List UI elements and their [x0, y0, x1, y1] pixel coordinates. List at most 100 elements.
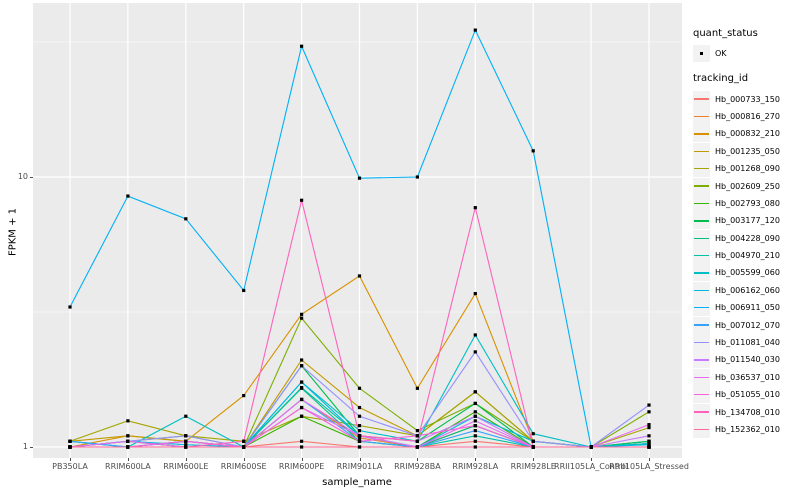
data-point [647, 403, 651, 407]
legend-line-icon [694, 341, 709, 344]
data-point [300, 405, 304, 410]
data-point [184, 414, 188, 418]
x-tick-label-RRIM600SE: RRIM600SE [220, 462, 267, 471]
legend-line-icon [694, 220, 709, 222]
legend-item-Hb_006911_050: Hb_006911_050 [693, 299, 799, 317]
data-point [184, 445, 188, 449]
x-tick-label-RRIM600PE: RRIM600PE [278, 462, 325, 471]
data-point [300, 414, 304, 418]
legend-line-icon [694, 376, 709, 379]
legend-title-quant-status: quant_status [693, 28, 758, 39]
legend-line-icon [694, 185, 709, 187]
data-point [184, 443, 188, 447]
data-point [473, 28, 477, 32]
data-point [300, 364, 304, 368]
legend-label: Hb_001268_090 [715, 164, 780, 174]
data-point [126, 194, 130, 198]
data-point [300, 397, 304, 402]
legend-items: Hb_000733_150 Hb_000816_270 Hb_000832_210 H… [693, 90, 799, 438]
data-point [415, 175, 419, 179]
data-point [415, 386, 419, 390]
x-tick-label-RRII105LA_Stressed: RRII105LA_Stressed [609, 462, 689, 471]
legend-label: Hb_005599_060 [715, 268, 780, 278]
legend-label: Hb_000733_150 [715, 94, 780, 104]
legend-label: Hb_006162_060 [715, 285, 780, 295]
legend-key-swatch [693, 142, 710, 160]
data-point [473, 439, 477, 443]
legend-label: Hb_004228_090 [715, 233, 780, 243]
data-point [415, 429, 419, 433]
data-point [242, 439, 246, 443]
legend-label: Hb_000832_210 [715, 129, 780, 139]
legend-item-Hb_134708_010: Hb_134708_010 [693, 403, 799, 421]
legend-line-icon [694, 167, 709, 170]
data-point [300, 385, 304, 390]
legend-label: Hb_004970_210 [715, 251, 780, 261]
x-tick-mark [301, 458, 303, 461]
legend-item-Hb_003177_120: Hb_003177_120 [693, 212, 799, 230]
data-point [184, 217, 188, 221]
data-point [647, 425, 651, 430]
legend-item-Hb_004228_090: Hb_004228_090 [693, 229, 799, 247]
data-point [415, 445, 419, 449]
data-point [647, 434, 651, 438]
legend-key-ok [693, 45, 710, 63]
legend-key-swatch [693, 386, 710, 404]
data-point [473, 401, 477, 406]
x-tick-label-RRII105LA_Control: RRII105LA_Control [554, 462, 629, 471]
data-point [647, 445, 651, 449]
x-tick-mark [127, 458, 129, 461]
legend-line-icon [694, 359, 709, 361]
data-point [357, 429, 362, 433]
legend-key-swatch [693, 368, 710, 386]
legend-label: Hb_051055_010 [715, 390, 780, 400]
data-point [242, 394, 246, 398]
y-axis-title: FPKM + 1 [7, 207, 19, 257]
legend-key-swatch [693, 194, 710, 212]
data-point [357, 405, 362, 410]
data-point [357, 445, 362, 449]
legend-key-swatch [693, 421, 710, 438]
data-point [473, 410, 477, 414]
data-point [415, 439, 419, 443]
legend-line-icon [694, 254, 709, 257]
chart-svg [33, 3, 682, 458]
data-point [473, 429, 477, 433]
data-point [473, 414, 477, 418]
legend-key-swatch [693, 316, 710, 334]
x-tick-label-PB350LA: PB350LA [52, 462, 88, 471]
legend-item-Hb_005599_060: Hb_005599_060 [693, 264, 799, 282]
x-axis-title: sample_name [322, 477, 392, 488]
legend-key-swatch [693, 247, 710, 265]
data-point [357, 386, 362, 390]
x-tick-mark [649, 458, 650, 461]
legend-item-ok: OK [693, 45, 799, 63]
legend-key-swatch [693, 281, 710, 299]
legend-title-tracking-id: tracking_id [693, 73, 749, 85]
x-tick-mark [243, 458, 245, 461]
legend-label: Hb_003177_120 [715, 216, 780, 226]
legend-label: Hb_036537_010 [715, 372, 780, 382]
data-point [68, 445, 72, 449]
legend-key-swatch [693, 264, 710, 282]
legend-line-icon [694, 307, 709, 309]
data-point [531, 445, 535, 449]
legend-label: Hb_001235_050 [715, 146, 780, 156]
legend-line-icon [694, 272, 709, 274]
data-point [184, 434, 188, 438]
legend-item-Hb_152362_010: Hb_152362_010 [693, 421, 799, 438]
x-tick-label-RRIM901LA: RRIM901LA [336, 462, 383, 471]
legend-label: Hb_011081_040 [715, 338, 780, 348]
data-point [300, 358, 304, 362]
legend-item-Hb_036537_010: Hb_036537_010 [693, 368, 799, 386]
x-tick-mark [475, 458, 477, 461]
data-point [126, 445, 130, 449]
data-point [415, 434, 419, 438]
legend-line-icon [694, 428, 709, 431]
legend-item-Hb_001268_090: Hb_001268_090 [693, 160, 799, 178]
data-point [357, 176, 362, 180]
legend-line-icon [694, 150, 709, 152]
legend-item-Hb_000733_150: Hb_000733_150 [693, 90, 799, 108]
legend-item-Hb_002793_080: Hb_002793_080 [693, 194, 799, 212]
